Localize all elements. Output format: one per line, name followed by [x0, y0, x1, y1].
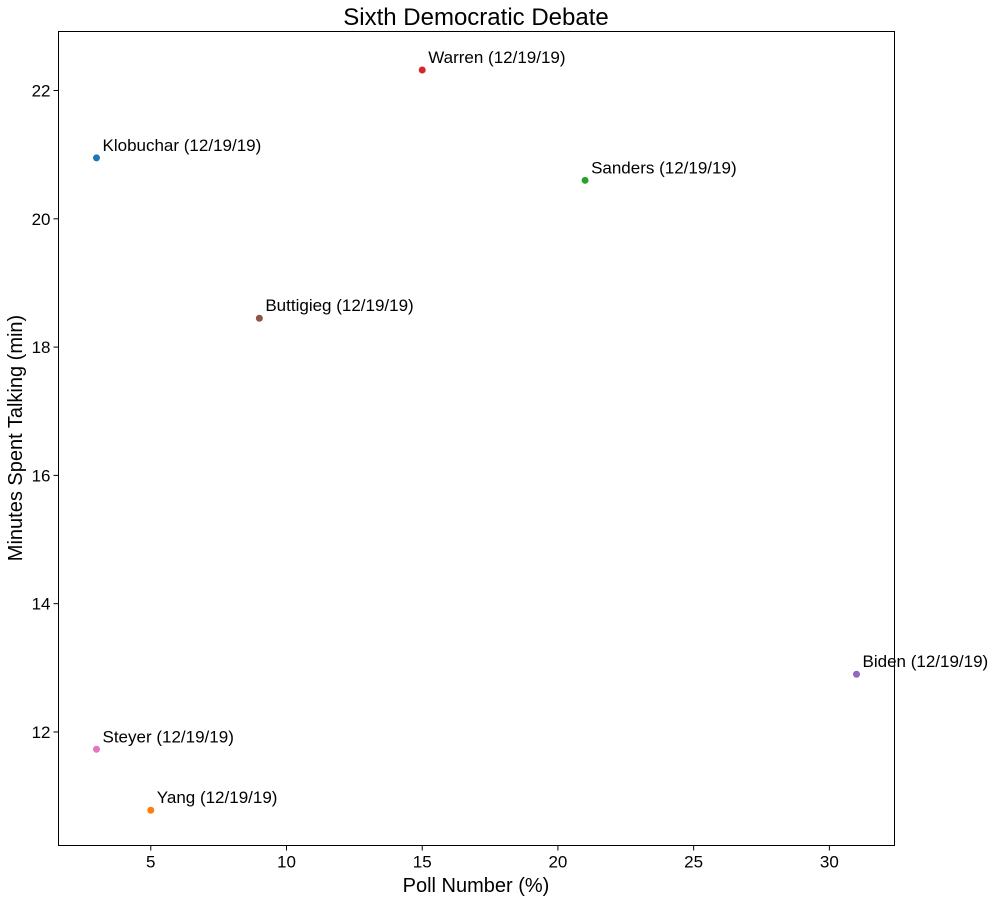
data-point [93, 745, 100, 753]
data-points: Klobuchar (12/19/19) Yang (12/19/19) Sande… [93, 48, 988, 814]
y-axis: 12 14 16 18 20 22 [32, 82, 59, 742]
data-point [255, 314, 263, 322]
y-tick-label: 18 [32, 338, 51, 357]
x-tick-label: 10 [277, 853, 296, 872]
y-tick-label: 14 [32, 595, 51, 614]
data-point [418, 66, 426, 74]
point-label: Yang (12/19/19) [157, 788, 278, 807]
x-tick-label: 30 [820, 853, 839, 872]
x-tick-label: 20 [548, 853, 567, 872]
y-tick-label: 12 [32, 723, 51, 742]
y-tick-label: 22 [32, 82, 51, 101]
x-tick-label: 25 [684, 853, 703, 872]
x-tick-label: 5 [146, 853, 155, 872]
data-point [147, 806, 155, 814]
x-tick-label: 15 [413, 853, 432, 872]
point-label: Buttigieg (12/19/19) [265, 296, 413, 315]
point-label: Steyer (12/19/19) [103, 727, 234, 746]
y-tick-label: 16 [32, 466, 51, 485]
data-point [581, 176, 589, 184]
chart-title: Sixth Democratic Debate [343, 4, 608, 31]
x-axis: 5 10 15 20 25 30 [146, 845, 839, 872]
y-tick-label: 20 [32, 210, 51, 229]
plot-area [58, 31, 895, 846]
point-label: Klobuchar (12/19/19) [103, 136, 262, 155]
x-axis-label: Poll Number (%) [403, 875, 550, 897]
data-point [93, 154, 100, 162]
y-axis-label: Minutes Spent Talking (min) [5, 315, 27, 561]
data-point [853, 670, 860, 678]
point-label: Warren (12/19/19) [428, 48, 565, 67]
point-label: Biden (12/19/19) [863, 652, 989, 671]
point-label: Sanders (12/19/19) [591, 158, 737, 177]
